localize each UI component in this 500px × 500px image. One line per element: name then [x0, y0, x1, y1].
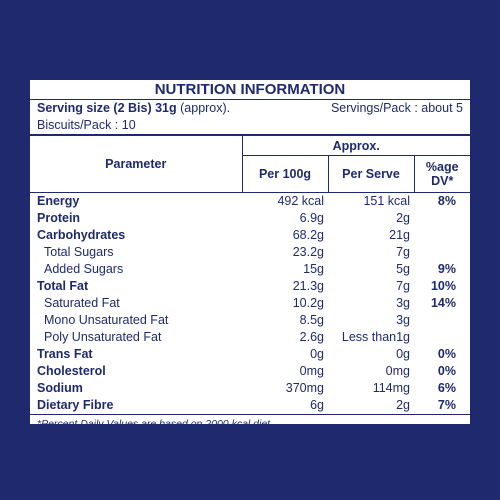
biscuits-per-pack: Biscuits/Pack : 10 — [37, 118, 136, 132]
nutrition-label: NUTRITION INFORMATION Serving size (2 Bi… — [28, 78, 472, 430]
per100-value: 492 kcal — [277, 194, 324, 208]
nutrient-name: Carbohydrates — [37, 228, 126, 242]
serving-size: Serving size (2 Bis) 31g (approx). — [37, 100, 230, 117]
table-row: Protein 6.9g 2g — [30, 210, 470, 227]
perserve-value: 21g — [389, 228, 410, 242]
dv-value: 9% — [437, 262, 456, 276]
per100-value: 6g — [310, 398, 324, 412]
label-title: NUTRITION INFORMATION — [154, 81, 346, 98]
perserve-value: 2g — [396, 398, 410, 412]
perserve-value: 7g — [396, 279, 410, 293]
serving-size-note: (approx). — [180, 101, 231, 115]
dv-header-line2: DV* — [431, 174, 454, 188]
per100-value: 21.3g — [292, 279, 324, 293]
table-row: Saturated Fat 10.2g 3g 14% — [30, 295, 470, 312]
nutrient-name: Added Sugars — [44, 262, 124, 276]
nutrient-name: Total Sugars — [44, 245, 114, 259]
table-row: Cholesterol 0mg 0mg 0% — [30, 363, 470, 380]
parameter-header: Parameter — [30, 136, 242, 193]
per100-value: 68.2g — [292, 228, 324, 242]
biscuits-row: Biscuits/Pack : 10 — [30, 117, 470, 134]
dv-header: %age DV* — [413, 155, 470, 193]
perserve-value: 0mg — [385, 364, 410, 378]
table-row: Trans Fat 0g 0g 0% — [30, 346, 470, 363]
dv-value — [414, 329, 470, 346]
perserve-value: 114mg — [372, 381, 410, 395]
dv-value: 7% — [437, 398, 456, 412]
per100-value: 0mg — [299, 364, 324, 378]
table-row: Carbohydrates 68.2g 21g — [30, 227, 470, 244]
table-row: Poly Unsaturated Fat 2.6g Less than1g — [30, 329, 470, 346]
nutrition-table: Parameter Approx. Per 100g Per Serve %ag… — [30, 136, 470, 414]
table-row: Total Fat 21.3g 7g 10% — [30, 278, 470, 295]
perserve-value: 151 kcal — [363, 194, 410, 208]
servings-per-pack: Servings/Pack : about 5 — [330, 101, 463, 115]
dv-value: 10% — [430, 279, 456, 293]
footnote: *Percent Daily Values are based on 2000 … — [30, 414, 470, 433]
nutrient-name: Poly Unsaturated Fat — [44, 330, 162, 344]
table-header-row: Parameter Approx. — [30, 136, 470, 193]
per100-value: 15g — [303, 262, 324, 276]
table-subheader-row: Per 100g Per Serve %age DV* — [30, 155, 470, 193]
perserve-value: 7g — [396, 245, 410, 259]
dv-value: 0% — [437, 347, 456, 361]
table-row: Sodium 370mg 114mg 6% — [30, 380, 470, 397]
serving-row: Serving size (2 Bis) 31g (approx). Servi… — [30, 100, 470, 117]
per100-value: 2.6g — [299, 330, 324, 344]
nutrient-name: Protein — [37, 211, 81, 225]
dv-value — [414, 210, 470, 227]
dv-value — [414, 244, 470, 261]
nutrient-name: Trans Fat — [37, 347, 93, 361]
perserve-value: 3g — [396, 313, 410, 327]
per100-value: 10.2g — [292, 296, 324, 310]
nutrient-name: Total Fat — [37, 279, 89, 293]
per100-value: 0g — [310, 347, 324, 361]
table-row: Added Sugars 15g 5g 9% — [30, 261, 470, 278]
perserve-value: 3g — [396, 296, 410, 310]
serving-size-value: Serving size (2 Bis) 31g — [37, 101, 177, 115]
perserve-value: 2g — [396, 211, 410, 225]
per100-value: 8.5g — [299, 313, 324, 327]
table-row: Total Sugars 23.2g 7g — [30, 244, 470, 261]
perserve-value: Less than1g — [341, 330, 410, 344]
nutrient-name: Saturated Fat — [44, 296, 120, 310]
dv-value — [414, 312, 470, 329]
nutrient-name: Energy — [37, 194, 80, 208]
nutrient-name: Dietary Fibre — [37, 398, 114, 412]
divider — [30, 99, 470, 100]
dv-value: 14% — [430, 296, 456, 310]
dv-value: 0% — [437, 364, 456, 378]
per100-value: 370mg — [285, 381, 324, 395]
table-row: Mono Unsaturated Fat 8.5g 3g — [30, 312, 470, 329]
nutrient-name: Sodium — [37, 381, 83, 395]
per100-value: 23.2g — [292, 245, 324, 259]
perserve-value: 5g — [396, 262, 410, 276]
perserve-header: Per Serve — [327, 155, 414, 193]
per100-header: Per 100g — [241, 155, 328, 193]
approx-header: Approx. — [241, 136, 470, 156]
dv-value: 6% — [437, 381, 456, 395]
nutrient-name: Mono Unsaturated Fat — [44, 313, 169, 327]
divider — [30, 134, 470, 136]
dv-value — [414, 227, 470, 244]
table-body: Energy 492 kcal 151 kcal 8% Protein 6.9g 2g Car… — [30, 193, 470, 415]
dv-value: 8% — [437, 194, 456, 208]
dv-header-line1: %age — [425, 160, 459, 174]
table-row: Energy 492 kcal 151 kcal 8% — [30, 193, 470, 211]
per100-value: 6.9g — [299, 211, 324, 225]
perserve-value: 0g — [396, 347, 410, 361]
nutrient-name: Cholesterol — [37, 364, 106, 378]
table-row: Dietary Fibre 6g 2g 7% — [30, 397, 470, 414]
